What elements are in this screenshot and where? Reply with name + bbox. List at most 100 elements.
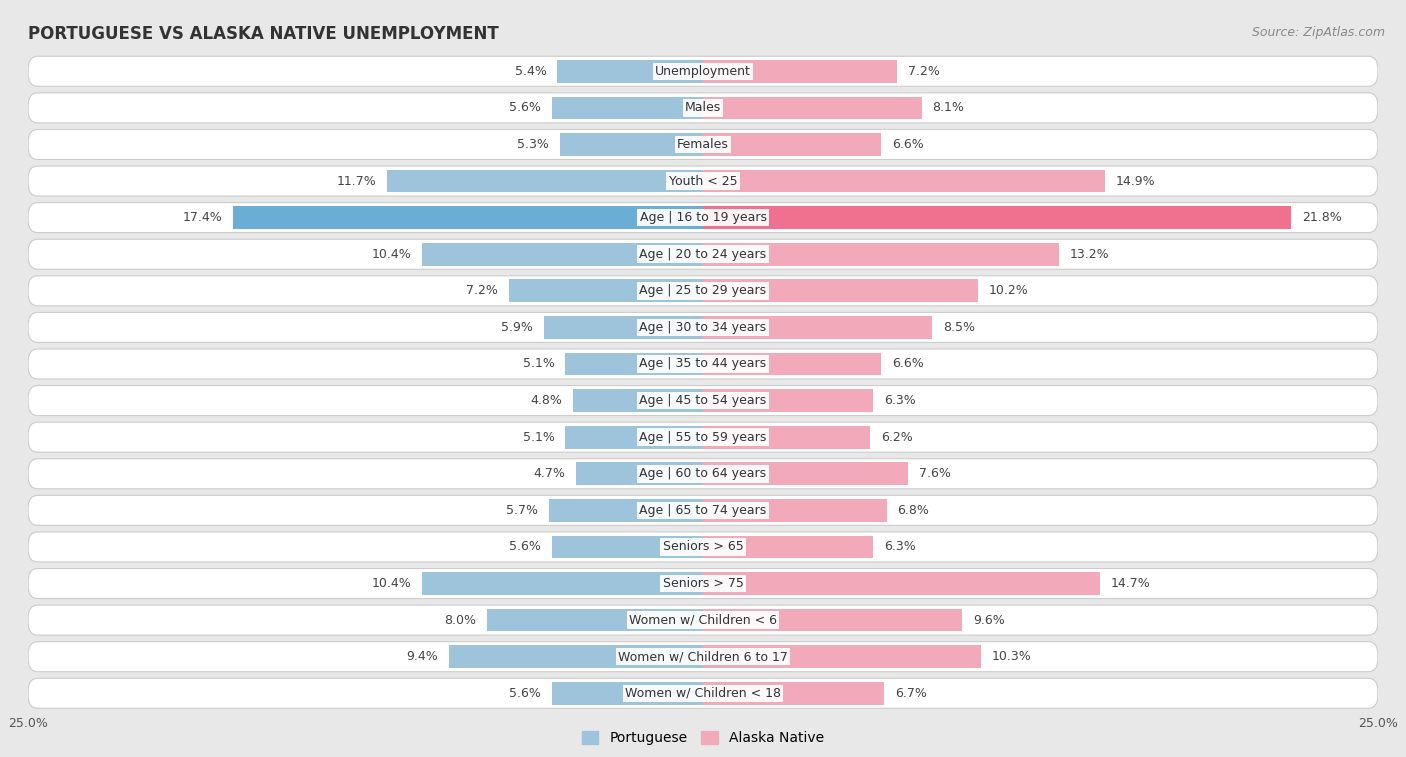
Text: Females: Females xyxy=(678,138,728,151)
Text: Age | 65 to 74 years: Age | 65 to 74 years xyxy=(640,504,766,517)
Text: 5.6%: 5.6% xyxy=(509,540,541,553)
Text: 6.2%: 6.2% xyxy=(882,431,912,444)
Text: 9.6%: 9.6% xyxy=(973,614,1005,627)
Bar xyxy=(703,279,979,302)
Text: Age | 25 to 29 years: Age | 25 to 29 years xyxy=(640,285,766,298)
FancyBboxPatch shape xyxy=(28,678,1378,709)
Text: 8.1%: 8.1% xyxy=(932,101,965,114)
FancyBboxPatch shape xyxy=(28,385,1378,416)
Text: 4.7%: 4.7% xyxy=(533,467,565,480)
Text: Seniors > 75: Seniors > 75 xyxy=(662,577,744,590)
Text: 7.2%: 7.2% xyxy=(465,285,498,298)
Bar xyxy=(450,646,703,668)
Text: 13.2%: 13.2% xyxy=(1070,248,1109,260)
FancyBboxPatch shape xyxy=(28,532,1378,562)
Bar xyxy=(703,97,922,119)
Text: Age | 60 to 64 years: Age | 60 to 64 years xyxy=(640,467,766,480)
Text: 6.7%: 6.7% xyxy=(894,687,927,699)
FancyBboxPatch shape xyxy=(28,56,1378,86)
FancyBboxPatch shape xyxy=(28,642,1378,671)
Bar xyxy=(703,426,870,448)
FancyBboxPatch shape xyxy=(28,495,1378,525)
Text: 5.9%: 5.9% xyxy=(501,321,533,334)
Text: 17.4%: 17.4% xyxy=(183,211,222,224)
Bar xyxy=(703,646,981,668)
Text: 10.4%: 10.4% xyxy=(371,248,412,260)
FancyBboxPatch shape xyxy=(28,166,1378,196)
FancyBboxPatch shape xyxy=(28,129,1378,160)
Text: Age | 20 to 24 years: Age | 20 to 24 years xyxy=(640,248,766,260)
Text: 8.0%: 8.0% xyxy=(444,614,477,627)
Text: Age | 16 to 19 years: Age | 16 to 19 years xyxy=(640,211,766,224)
FancyBboxPatch shape xyxy=(28,422,1378,452)
Bar xyxy=(703,353,882,375)
Text: 14.9%: 14.9% xyxy=(1116,175,1156,188)
Text: 9.4%: 9.4% xyxy=(406,650,439,663)
Text: 6.3%: 6.3% xyxy=(884,394,915,407)
Text: Age | 55 to 59 years: Age | 55 to 59 years xyxy=(640,431,766,444)
FancyBboxPatch shape xyxy=(28,203,1378,232)
Text: 10.2%: 10.2% xyxy=(990,285,1029,298)
Text: Youth < 25: Youth < 25 xyxy=(669,175,737,188)
Text: 5.1%: 5.1% xyxy=(523,431,554,444)
Bar xyxy=(703,463,908,485)
Text: Age | 30 to 34 years: Age | 30 to 34 years xyxy=(640,321,766,334)
Text: Seniors > 65: Seniors > 65 xyxy=(662,540,744,553)
Bar xyxy=(387,170,703,192)
Bar xyxy=(550,499,703,522)
Text: 5.7%: 5.7% xyxy=(506,504,538,517)
Bar xyxy=(422,572,703,595)
Text: PORTUGUESE VS ALASKA NATIVE UNEMPLOYMENT: PORTUGUESE VS ALASKA NATIVE UNEMPLOYMENT xyxy=(28,25,499,43)
Bar xyxy=(703,499,887,522)
FancyBboxPatch shape xyxy=(28,349,1378,379)
Bar xyxy=(509,279,703,302)
Bar xyxy=(703,389,873,412)
Bar xyxy=(703,170,1105,192)
Bar xyxy=(551,97,703,119)
Text: 6.3%: 6.3% xyxy=(884,540,915,553)
Text: Women w/ Children < 6: Women w/ Children < 6 xyxy=(628,614,778,627)
FancyBboxPatch shape xyxy=(28,605,1378,635)
Bar xyxy=(565,426,703,448)
Text: Source: ZipAtlas.com: Source: ZipAtlas.com xyxy=(1251,26,1385,39)
FancyBboxPatch shape xyxy=(28,459,1378,489)
Text: 10.3%: 10.3% xyxy=(991,650,1032,663)
Bar xyxy=(565,353,703,375)
Bar xyxy=(703,682,884,705)
Bar xyxy=(703,133,882,156)
Text: 21.8%: 21.8% xyxy=(1302,211,1343,224)
Bar xyxy=(551,536,703,558)
Text: Age | 45 to 54 years: Age | 45 to 54 years xyxy=(640,394,766,407)
Text: 7.2%: 7.2% xyxy=(908,65,941,78)
Text: 6.6%: 6.6% xyxy=(891,138,924,151)
Bar xyxy=(557,60,703,83)
Text: 8.5%: 8.5% xyxy=(943,321,976,334)
Text: Males: Males xyxy=(685,101,721,114)
Text: Age | 35 to 44 years: Age | 35 to 44 years xyxy=(640,357,766,370)
Text: 6.8%: 6.8% xyxy=(897,504,929,517)
Legend: Portuguese, Alaska Native: Portuguese, Alaska Native xyxy=(576,726,830,751)
Bar xyxy=(703,609,962,631)
Text: 5.3%: 5.3% xyxy=(517,138,550,151)
Bar xyxy=(703,243,1059,266)
Text: 5.1%: 5.1% xyxy=(523,357,554,370)
Text: Unemployment: Unemployment xyxy=(655,65,751,78)
Bar xyxy=(703,316,932,338)
Bar xyxy=(703,207,1292,229)
Bar xyxy=(544,316,703,338)
Bar xyxy=(233,207,703,229)
Bar xyxy=(486,609,703,631)
Text: 5.6%: 5.6% xyxy=(509,687,541,699)
Bar xyxy=(703,536,873,558)
FancyBboxPatch shape xyxy=(28,313,1378,342)
Text: Women w/ Children < 18: Women w/ Children < 18 xyxy=(626,687,780,699)
Text: 6.6%: 6.6% xyxy=(891,357,924,370)
FancyBboxPatch shape xyxy=(28,569,1378,599)
FancyBboxPatch shape xyxy=(28,276,1378,306)
Bar xyxy=(576,463,703,485)
Bar xyxy=(560,133,703,156)
Bar xyxy=(551,682,703,705)
FancyBboxPatch shape xyxy=(28,239,1378,269)
Text: Women w/ Children 6 to 17: Women w/ Children 6 to 17 xyxy=(619,650,787,663)
Text: 4.8%: 4.8% xyxy=(530,394,562,407)
